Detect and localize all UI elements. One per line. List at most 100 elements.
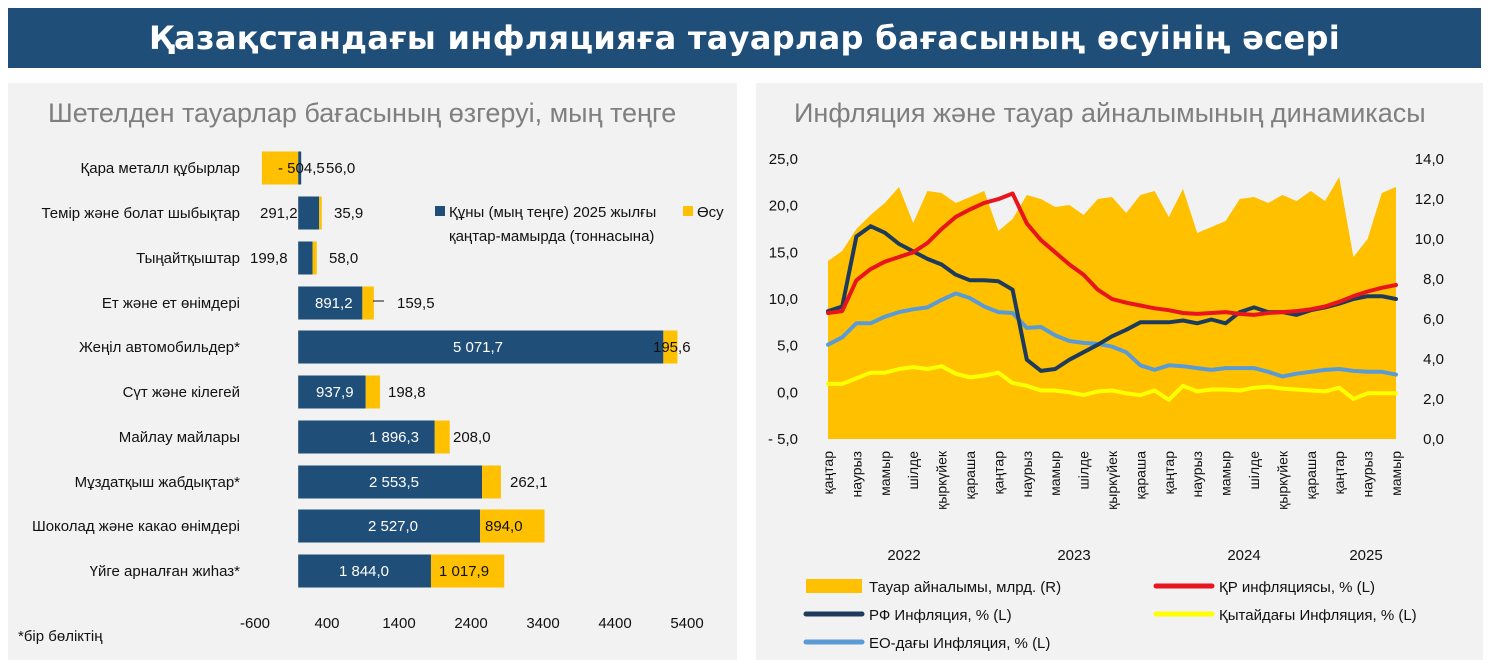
growth-bar (319, 196, 322, 230)
category-label: Сүт және кілегей (123, 384, 240, 401)
growth-label: 198,8 (388, 384, 426, 401)
growth-bar (480, 509, 545, 543)
y-left-tick-label: 20,0 (769, 198, 798, 215)
value-bar (298, 196, 320, 230)
y-left-tick-label: 0,0 (777, 384, 798, 401)
x-month-label: мамыр (1218, 451, 1234, 496)
value-label: 2 553,5 (369, 474, 419, 491)
rf-inflation-line (826, 224, 1398, 373)
legend-label: Қытайдағы Инфляция, % (L) (1219, 607, 1417, 624)
value-bar (261, 151, 299, 185)
x-month-label: шілде (1076, 451, 1092, 490)
value-label: 1 896,3 (369, 429, 419, 446)
growth-label: 58,0 (329, 250, 358, 267)
x-month-label: қараша (962, 451, 978, 500)
y-right-tick-label: 4,0 (1423, 351, 1444, 368)
value-bar (298, 241, 313, 275)
x-month-label: қаңтар (820, 451, 836, 495)
chart-title: Инфляция және тауар айналымының динамика… (794, 98, 1426, 128)
growth-label: 35,9 (334, 205, 363, 222)
category-label: Тыңайтқыштар (136, 250, 240, 267)
legend-label: РФ Инфляция, % (L) (869, 607, 1012, 624)
growth-label: 262,1 (510, 474, 548, 491)
value-bar (298, 465, 483, 499)
value-label: 937,9 (316, 384, 354, 401)
value-label: 291,2 (260, 205, 298, 222)
growth-label: 1 017,9 (439, 563, 489, 580)
x-month-label: наурыз (1360, 451, 1376, 497)
growth-bar (362, 286, 374, 320)
china-inflation-line (826, 364, 1398, 402)
x-month-label: қаңтар (1331, 451, 1347, 495)
category-label: Қара металл құбырлар (80, 160, 240, 177)
inflation-dynamics-chart: Инфляция және тауар айналымының динамика… (768, 98, 1444, 652)
value-label: 2 527,0 (368, 518, 418, 535)
growth-bar (482, 465, 501, 499)
value-label: 1 844,0 (339, 563, 389, 580)
x-tick-label: 3400 (526, 615, 559, 632)
category-label: Майлау майлары (119, 429, 240, 446)
value-bar (298, 375, 366, 409)
growth-bar (430, 554, 505, 588)
y-right-tick-label: 12,0 (1415, 191, 1444, 208)
value-bar (298, 420, 435, 454)
value-bar (298, 330, 664, 364)
eu-inflation-line (826, 291, 1398, 379)
growth-label: 195,6 (653, 339, 691, 356)
page-title: Қазақстандағы инфляцияға тауарлар бағасы… (8, 8, 1481, 68)
growth-bar (312, 241, 317, 275)
y-right-tick-label: 2,0 (1423, 391, 1444, 408)
value-bar (298, 286, 363, 320)
x-month-label: шілде (905, 451, 921, 490)
category-label: Ет және ет өнімдері (102, 295, 240, 312)
inflation-dynamics-panel: Инфляция және тауар айналымының динамика… (756, 83, 1483, 660)
y-left-tick-label: 5,0 (777, 338, 798, 355)
x-tick-label: -600 (240, 615, 270, 632)
x-month-label: шілде (1246, 451, 1262, 490)
x-month-label: қараша (1132, 451, 1148, 500)
growth-bar (663, 330, 678, 364)
x-year-label: 2023 (1057, 547, 1090, 564)
growth-label: 56,0 (326, 160, 355, 177)
legend-label: ЕО-дағы Инфляция, % (L) (869, 635, 1050, 652)
import-prices-panel: Шетелден тауарлар бағасының өзгеруі, мың… (8, 83, 737, 660)
value-bar (298, 554, 431, 588)
growth-label: 159,5 (397, 295, 435, 312)
growth-label: 894,0 (485, 518, 523, 535)
category-label: Темір және болат шыбықтар (41, 205, 240, 222)
y-left-tick-label: 15,0 (769, 244, 798, 261)
category-label: Шоколад және какао өнімдері (32, 518, 240, 535)
y-right-tick-label: 14,0 (1415, 151, 1444, 168)
legend-line: қаңтар-мамырда (тоннасына) (449, 228, 654, 245)
x-tick-label: 1400 (382, 615, 415, 632)
x-month-label: қыркүйек (1274, 450, 1290, 510)
kz-inflation-line (826, 191, 1398, 317)
x-month-label: наурыз (1189, 451, 1205, 497)
legend-swatch-growth (683, 206, 693, 216)
growth-bar (365, 375, 381, 409)
category-label: Жеңіл автомобильдер* (79, 339, 240, 356)
category-label: Үйге арналған жиһаз* (90, 563, 241, 580)
legend-label-value: Құны (мың теңге) 2025 жылғы қаңтар-мамырд… (449, 204, 656, 245)
x-tick-label: 5400 (670, 615, 703, 632)
value-label: 199,8 (250, 250, 288, 267)
x-month-label: қыркүйек (934, 450, 950, 510)
x-tick-label: 2400 (454, 615, 487, 632)
y-right-tick-label: 6,0 (1423, 311, 1444, 328)
x-tick-label: 400 (314, 615, 339, 632)
x-year-label: 2025 (1349, 547, 1382, 564)
x-month-label: наурыз (848, 451, 864, 497)
x-month-label: қараша (1303, 451, 1319, 500)
y-right-tick-label: 0,0 (1423, 431, 1444, 448)
import-prices-chart: Шетелден тауарлар бағасының өзгеруі, мың… (18, 98, 724, 645)
x-month-label: қыркүйек (1104, 450, 1120, 510)
growth-label: 208,0 (453, 429, 491, 446)
legend-label: Тауар айналымы, млрд. (R) (869, 579, 1061, 596)
x-month-label: қаңтар (990, 451, 1006, 495)
value-bar (298, 509, 481, 543)
y-left-tick-label: 25,0 (769, 151, 798, 168)
footnote: *бір бөліктің (18, 628, 103, 645)
value-label: - 504,5 (278, 160, 325, 177)
growth-bar (434, 420, 450, 454)
legend-swatch-value (435, 206, 445, 216)
